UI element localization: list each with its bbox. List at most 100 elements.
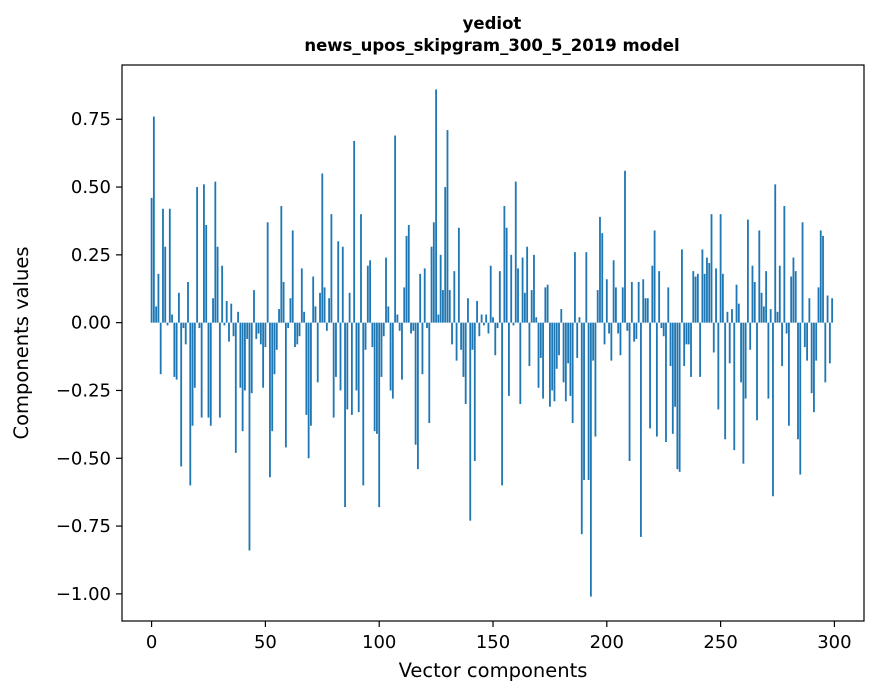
bar-121 [426, 322, 428, 329]
bar-20 [196, 187, 199, 323]
bar-194 [592, 322, 595, 361]
bar-277 [781, 322, 783, 367]
bar-127 [439, 254, 442, 323]
bar-101 [380, 322, 383, 377]
bar-106 [391, 322, 394, 399]
bar-188 [578, 317, 581, 323]
bar-225 [662, 322, 665, 337]
bar-39 [239, 322, 242, 388]
bar-205 [617, 322, 620, 334]
bar-263 [749, 322, 752, 350]
bar-250 [719, 214, 722, 323]
bar-197 [599, 216, 601, 323]
bar-133 [453, 271, 456, 323]
bar-298 [828, 322, 831, 364]
bar-146 [482, 322, 485, 326]
bar-274 [774, 184, 777, 323]
bar-97 [371, 322, 374, 348]
bar-103 [385, 257, 387, 323]
bar-135 [457, 227, 460, 323]
bar-65 [298, 322, 301, 337]
bar-228 [669, 322, 672, 367]
x-tick-label: 50 [254, 632, 277, 653]
bar-179 [558, 322, 560, 356]
bar-249 [717, 322, 720, 410]
bar-59 [284, 322, 287, 448]
bar-279 [785, 322, 788, 334]
bar-46 [255, 322, 258, 339]
bar-32 [223, 322, 226, 326]
bar-252 [724, 322, 727, 440]
bar-118 [419, 273, 422, 323]
bar-202 [610, 322, 613, 361]
bar-219 [649, 322, 651, 429]
bar-110 [401, 322, 403, 380]
bar-33 [225, 300, 228, 323]
bar-199 [603, 322, 606, 345]
bar-73 [316, 322, 319, 383]
bar-70 [310, 322, 312, 426]
bar-69 [307, 322, 310, 459]
bar-34 [228, 322, 230, 342]
bar-114 [410, 322, 412, 334]
bar-3 [157, 273, 160, 323]
bar-280 [787, 322, 790, 426]
bar-273 [772, 322, 774, 497]
bar-256 [733, 322, 736, 451]
bar-168 [533, 254, 535, 323]
y-tick-label: −0.75 [56, 516, 111, 537]
bar-258 [737, 303, 740, 323]
bar-125 [435, 89, 438, 323]
bar-231 [676, 322, 679, 470]
bar-19 [193, 322, 196, 388]
bar-78 [328, 298, 331, 323]
bar-243 [703, 273, 706, 323]
bar-79 [330, 214, 333, 323]
bar-248 [715, 268, 717, 323]
bar-137 [462, 322, 465, 377]
bar-143 [476, 300, 478, 323]
bar-223 [658, 271, 661, 323]
bar-213 [635, 322, 638, 339]
chart-title-line2: news_upos_skipgram_300_5_2019 model [304, 36, 679, 55]
bar-161 [517, 268, 519, 323]
bar-207 [621, 287, 624, 323]
y-tick-label: 0.00 [71, 313, 111, 334]
bar-124 [432, 222, 435, 323]
plot-frame [121, 64, 865, 622]
bar-270 [765, 271, 768, 323]
bar-84 [341, 246, 344, 323]
bar-38 [237, 311, 239, 323]
bar-67 [303, 311, 305, 323]
bar-152 [496, 322, 499, 329]
bars-group [150, 89, 834, 597]
bar-140 [469, 322, 472, 521]
bar-94 [364, 322, 367, 350]
bar-212 [633, 322, 636, 342]
bar-154 [501, 322, 504, 486]
y-tick-label: −1.00 [56, 584, 111, 605]
bar-157 [508, 322, 510, 396]
bar-204 [615, 287, 617, 323]
bar-296 [824, 322, 827, 383]
bar-6 [164, 246, 167, 323]
bar-245 [708, 262, 711, 323]
bar-247 [712, 322, 715, 353]
bar-109 [398, 322, 401, 331]
bar-75 [321, 173, 324, 323]
bar-24 [205, 225, 208, 323]
bar-216 [642, 279, 645, 323]
bar-44 [250, 322, 253, 394]
x-axis-label: Vector components [399, 659, 588, 682]
bar-63 [294, 322, 296, 348]
bar-184 [569, 322, 572, 396]
bar-278 [783, 206, 786, 323]
bar-159 [512, 322, 515, 326]
bar-166 [528, 322, 531, 367]
bar-77 [325, 322, 328, 331]
bar-233 [681, 249, 683, 323]
bar-36 [232, 322, 235, 337]
bar-178 [555, 322, 558, 369]
bar-269 [762, 306, 765, 323]
y-tick-label: −0.25 [56, 380, 111, 401]
